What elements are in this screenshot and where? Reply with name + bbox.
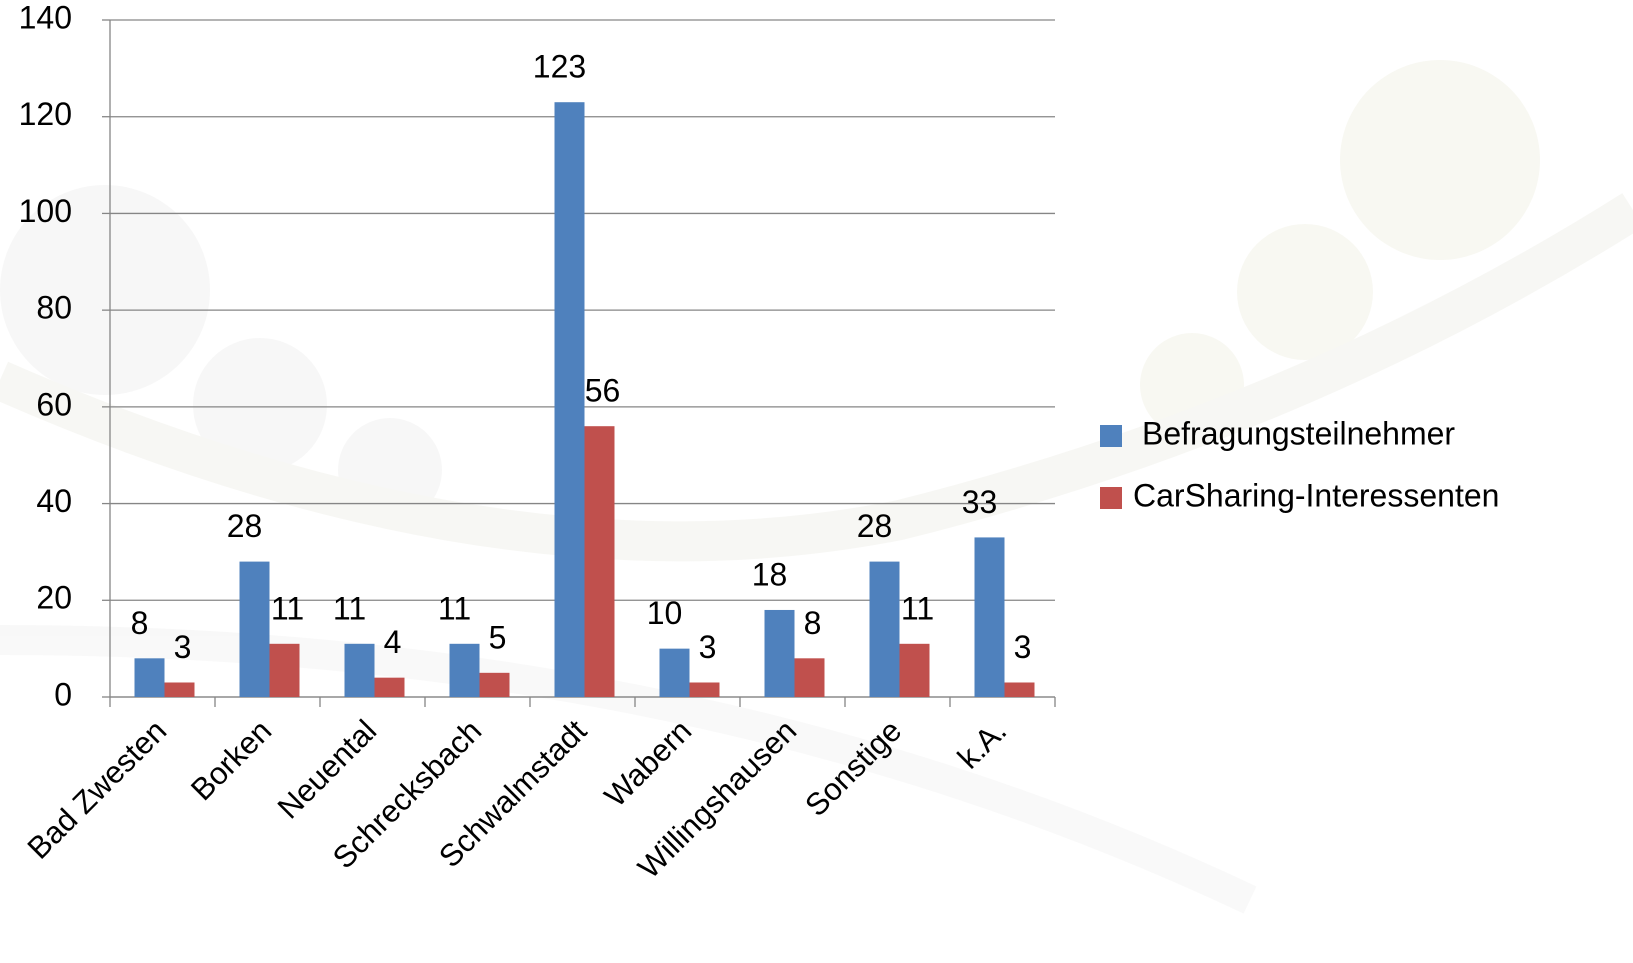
bar [659,648,690,697]
bar [164,682,195,697]
value-label: 4 [384,624,402,660]
value-label: 3 [1014,629,1032,665]
bar [974,537,1005,697]
bar [344,643,375,697]
bar [269,643,300,697]
bar [689,682,720,697]
value-label: 123 [533,49,586,85]
bar [374,677,405,697]
y-tick-label: 120 [19,96,72,132]
y-tick-label: 0 [54,676,72,712]
value-label: 11 [333,590,366,626]
bar [764,609,795,697]
value-label: 3 [699,629,717,665]
y-tick-label: 40 [36,483,72,519]
bar [899,643,930,697]
value-label: 56 [585,373,621,409]
background-decoration [0,60,1633,914]
legend-label: Befragungsteilnehmer [1142,415,1455,451]
value-label: 11 [901,590,934,626]
x-tick-label: Wabern [598,713,699,814]
value-label: 18 [752,556,788,592]
bar [1004,682,1035,697]
bar [449,643,480,697]
x-tick-label: k.A. [951,713,1014,776]
y-tick-label: 100 [19,193,72,229]
x-tick-label: Bad Zwesten [21,713,174,866]
x-tick-label: Borken [184,713,278,807]
legend-swatch [1100,425,1122,447]
y-tick-label: 20 [36,580,72,616]
bar [584,426,615,697]
value-label: 3 [174,629,192,665]
legend-swatch [1100,487,1122,509]
bar [794,658,825,697]
x-tick-label: Neuental [271,713,383,825]
bar [869,561,900,697]
legend-label: CarSharing-Interessenten [1133,477,1499,513]
value-label: 10 [647,595,683,631]
value-label: 8 [131,605,149,641]
value-label: 11 [271,590,304,626]
bar [239,561,270,697]
value-label: 28 [857,508,893,544]
bar [554,102,585,697]
value-label: 5 [489,619,507,655]
value-label: 28 [227,508,263,544]
y-tick-label: 80 [36,290,72,326]
y-tick-label: 140 [19,0,72,35]
value-label: 8 [804,605,822,641]
bar [479,672,510,697]
value-label: 11 [438,590,471,626]
bar [134,658,165,697]
value-label: 33 [962,484,998,520]
y-tick-label: 60 [36,386,72,422]
